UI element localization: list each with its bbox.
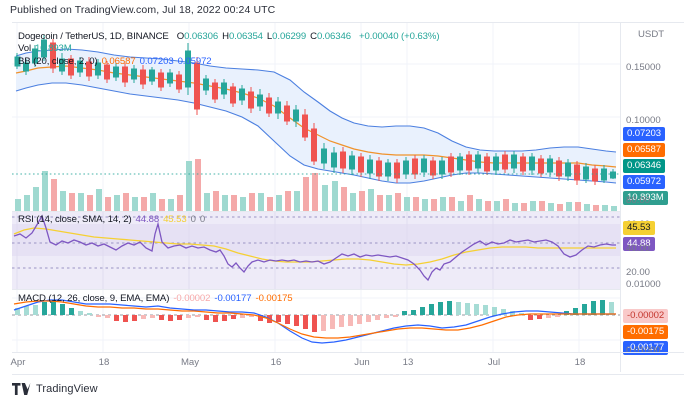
price-scale[interactable]: USDT 0.15000 0.10000 0.07203 0.06587 0.0… bbox=[620, 23, 684, 356]
rsi-tick-3: 20.00 bbox=[626, 267, 651, 278]
ohlc-o-label: O bbox=[176, 31, 185, 42]
rsi-badge-value: 44.88 bbox=[623, 237, 655, 251]
tradingview-logo-icon bbox=[12, 383, 31, 395]
price-badge-bb-middle: 0.06587 bbox=[623, 143, 665, 157]
pane-divider-rsi-macd bbox=[12, 289, 620, 290]
rsi-ma-value: 45.53 bbox=[163, 214, 187, 225]
price-badge-volume: 10.893M bbox=[623, 191, 668, 205]
symbol-title: Dogecoin / TetherUS, 1D, BINANCE bbox=[18, 31, 169, 42]
macd-badge-hist: -0.00002 bbox=[623, 309, 669, 323]
volume-legend-label: Vol bbox=[18, 43, 32, 54]
rsi-legend[interactable]: RSI (14, close, SMA, 14, 2) 44.88 45.53 0 0 bbox=[18, 214, 205, 225]
macd-line bbox=[13, 300, 616, 339]
axis-currency-unit: USDT bbox=[638, 29, 665, 40]
volume-series bbox=[15, 159, 617, 211]
macd-pane-canvas bbox=[12, 290, 620, 352]
volume-legend-value: 10.893M bbox=[35, 43, 72, 54]
candlestick-series bbox=[14, 35, 616, 185]
rsi-line bbox=[13, 214, 616, 282]
time-tick-7: 18 bbox=[574, 357, 586, 368]
ohlc-open: 0.06306 bbox=[184, 31, 219, 42]
pane-divider-price-rsi bbox=[12, 211, 620, 212]
rsi-pane-canvas bbox=[12, 212, 620, 289]
price-axis-separator bbox=[620, 23, 621, 372]
ohlc-l-label: L bbox=[266, 31, 273, 42]
rsi-badge-ma: 45.53 bbox=[623, 221, 655, 235]
macd-legend[interactable]: MACD (12, 26, close, 9, EMA, EMA) -0.0000… bbox=[18, 293, 293, 304]
macd-badge-line: -0.00175 bbox=[623, 325, 669, 339]
macd-badge-signal: -0.00177 bbox=[623, 341, 669, 355]
header-divider bbox=[12, 22, 684, 23]
macd-signal-line bbox=[13, 299, 616, 344]
volume-legend[interactable]: Vol 10.893M bbox=[18, 43, 72, 54]
bollinger-legend[interactable]: BB (20, close, 2, 0) 0.06587 0.07203 0.0597… bbox=[18, 56, 212, 67]
macd-histogram bbox=[15, 300, 614, 332]
macd-hist-value: -0.00002 bbox=[173, 293, 211, 304]
rsi-legend-label: RSI (14, close, SMA, 14, 2) bbox=[18, 214, 132, 225]
macd-line-value: -0.00175 bbox=[255, 293, 293, 304]
ohlc-h-label: H bbox=[222, 31, 229, 42]
bollinger-middle-value: 0.06587 bbox=[101, 56, 136, 67]
ohlc-low: 0.06299 bbox=[272, 31, 307, 42]
rsi-legend-value: 44.88 bbox=[135, 214, 160, 225]
bollinger-upper-line bbox=[15, 48, 617, 153]
rsi-pane[interactable]: RSI (14, close, SMA, 14, 2) 44.88 45.53 0 0 bbox=[12, 212, 620, 289]
time-tick-6: Jul bbox=[487, 357, 501, 368]
price-badge-bb-upper: 0.07203 bbox=[623, 127, 665, 141]
published-caption: Published on TradingView.com, Jul 18, 20… bbox=[10, 4, 276, 16]
ohlc-high: 0.06354 bbox=[228, 31, 263, 42]
bollinger-lower-line bbox=[15, 82, 617, 184]
macd-tick-1: 0.01000 bbox=[626, 345, 661, 356]
footer-divider bbox=[12, 374, 684, 375]
price-tick-1: 0.10000 bbox=[626, 115, 661, 126]
price-change: +0.00040 (+0.63%) bbox=[358, 31, 440, 42]
chart-frame: Dogecoin / TetherUS, 1D, BINANCE O0.06306… bbox=[10, 23, 684, 372]
time-scale[interactable]: Apr 18 May 16 Jun 13 Jul 18 bbox=[10, 352, 684, 372]
time-tick-0: Apr bbox=[10, 357, 26, 368]
macd-legend-label: MACD (12, 26, close, 9, EMA, EMA) bbox=[18, 293, 170, 304]
ohlc-close: 0.06346 bbox=[317, 31, 351, 42]
tradingview-wordmark: TradingView bbox=[36, 383, 98, 395]
price-badge-last: 0.06346 bbox=[623, 159, 665, 173]
bollinger-band-fill bbox=[16, 49, 616, 183]
price-pane-canvas bbox=[12, 23, 620, 211]
rsi-band-lower-value: 0 bbox=[199, 214, 206, 225]
time-tick-4: Jun bbox=[354, 357, 370, 368]
macd-pane[interactable]: MACD (12, 26, close, 9, EMA, EMA) -0.0000… bbox=[12, 290, 620, 352]
chart-plot-area[interactable]: Dogecoin / TetherUS, 1D, BINANCE O0.06306… bbox=[12, 23, 620, 352]
rsi-levels bbox=[12, 216, 620, 269]
time-tick-3: 16 bbox=[270, 357, 282, 368]
macd-tick-0: 0.01000 bbox=[626, 279, 661, 290]
rsi-band-fill bbox=[12, 224, 620, 256]
time-tick-2: May bbox=[180, 357, 200, 368]
time-tick-5: 13 bbox=[402, 357, 414, 368]
macd-grid bbox=[12, 290, 620, 352]
price-tick-0: 0.15000 bbox=[626, 62, 661, 73]
footer[interactable]: TradingView bbox=[12, 379, 98, 399]
price-pane[interactable]: Dogecoin / TetherUS, 1D, BINANCE O0.06306… bbox=[12, 23, 620, 211]
bollinger-legend-label: BB (20, close, 2, 0) bbox=[18, 56, 98, 67]
bollinger-upper-value: 0.07203 bbox=[139, 56, 174, 67]
price-legend[interactable]: Dogecoin / TetherUS, 1D, BINANCE O0.06306… bbox=[18, 31, 440, 42]
time-tick-1: 18 bbox=[98, 357, 110, 368]
bollinger-lower-value: 0.05972 bbox=[177, 56, 212, 67]
ohlc-c-label: C bbox=[310, 31, 317, 42]
rsi-tick-0: 80.00 bbox=[626, 195, 651, 206]
rsi-grid bbox=[16, 212, 580, 289]
price-badge-bb-lower: 0.05972 bbox=[623, 175, 665, 189]
macd-signal-value: -0.00177 bbox=[214, 293, 252, 304]
rsi-tick-2: 40.00 bbox=[626, 243, 651, 254]
rsi-band-upper-value: 0 bbox=[190, 214, 196, 225]
